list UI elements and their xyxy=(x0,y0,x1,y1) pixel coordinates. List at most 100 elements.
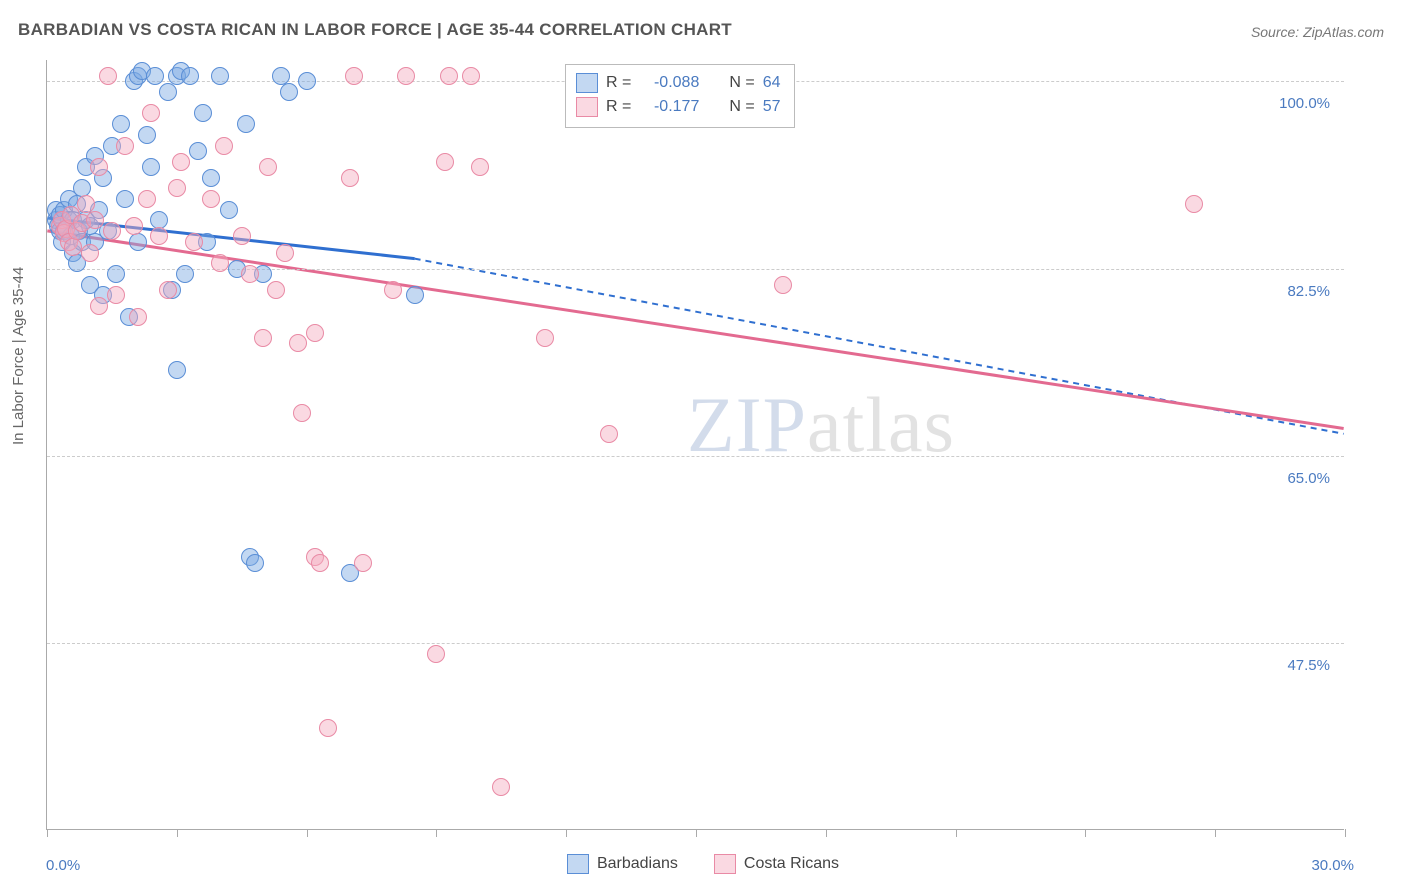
plot-area: ZIPatlas 47.5%65.0%82.5%100.0% xyxy=(46,60,1344,830)
x-tick xyxy=(1085,829,1086,837)
data-point xyxy=(298,72,316,90)
data-point xyxy=(176,265,194,283)
data-point xyxy=(168,179,186,197)
legend-series: Barbadians Costa Ricans xyxy=(0,854,1406,874)
gridline xyxy=(47,456,1344,457)
data-point xyxy=(107,286,125,304)
legend-swatch xyxy=(567,854,589,874)
data-point xyxy=(103,222,121,240)
data-point xyxy=(185,233,203,251)
data-point xyxy=(159,281,177,299)
data-point xyxy=(471,158,489,176)
data-point xyxy=(189,142,207,160)
data-point xyxy=(311,554,329,572)
data-point xyxy=(345,67,363,85)
n-value: 64 xyxy=(763,74,781,92)
legend-stat-row: R = -0.177 N = 57 xyxy=(576,95,780,119)
data-point xyxy=(241,265,259,283)
data-point xyxy=(194,104,212,122)
data-point xyxy=(64,238,82,256)
data-point xyxy=(462,67,480,85)
n-label: N = xyxy=(729,74,754,92)
data-point xyxy=(129,233,147,251)
data-point xyxy=(146,67,164,85)
data-point xyxy=(107,265,125,283)
data-point xyxy=(116,137,134,155)
x-tick xyxy=(1345,829,1346,837)
y-tick-label: 100.0% xyxy=(1279,95,1330,112)
data-point xyxy=(267,281,285,299)
x-tick xyxy=(956,829,957,837)
regression-lines-svg xyxy=(47,60,1344,829)
data-point xyxy=(536,329,554,347)
n-value: 57 xyxy=(763,98,781,116)
r-label: R = xyxy=(606,98,631,116)
legend-swatch xyxy=(576,73,598,93)
data-point xyxy=(233,227,251,245)
x-tick xyxy=(566,829,567,837)
data-point xyxy=(211,254,229,272)
gridline xyxy=(47,643,1344,644)
n-label: N = xyxy=(729,98,754,116)
data-point xyxy=(129,308,147,326)
x-tick xyxy=(177,829,178,837)
legend-series-item: Costa Ricans xyxy=(714,854,839,874)
data-point xyxy=(112,115,130,133)
data-point xyxy=(138,190,156,208)
data-point xyxy=(259,158,277,176)
y-tick-label: 82.5% xyxy=(1287,283,1330,300)
data-point xyxy=(246,554,264,572)
y-axis-title: In Labor Force | Age 35-44 xyxy=(10,267,27,445)
data-point xyxy=(142,158,160,176)
legend-series-item: Barbadians xyxy=(567,854,678,874)
r-value: -0.088 xyxy=(639,74,699,92)
data-point xyxy=(341,169,359,187)
data-point xyxy=(1185,195,1203,213)
data-point xyxy=(289,334,307,352)
data-point xyxy=(202,190,220,208)
data-point xyxy=(90,158,108,176)
chart-title: BARBADIAN VS COSTA RICAN IN LABOR FORCE … xyxy=(18,20,732,40)
data-point xyxy=(436,153,454,171)
data-point xyxy=(306,324,324,342)
legend-stat-row: R = -0.088 N = 64 xyxy=(576,71,780,95)
data-point xyxy=(159,83,177,101)
r-value: -0.177 xyxy=(639,98,699,116)
data-point xyxy=(99,67,117,85)
r-label: R = xyxy=(606,74,631,92)
x-tick xyxy=(696,829,697,837)
regression-line-extension xyxy=(415,259,1344,434)
data-point xyxy=(427,645,445,663)
data-point xyxy=(142,104,160,122)
data-point xyxy=(397,67,415,85)
data-point xyxy=(600,425,618,443)
data-point xyxy=(202,169,220,187)
x-tick xyxy=(307,829,308,837)
data-point xyxy=(319,719,337,737)
y-tick-label: 65.0% xyxy=(1287,470,1330,487)
data-point xyxy=(90,297,108,315)
data-point xyxy=(172,153,190,171)
data-point xyxy=(81,244,99,262)
data-point xyxy=(211,67,229,85)
legend-swatch xyxy=(576,97,598,117)
data-point xyxy=(138,126,156,144)
data-point xyxy=(280,83,298,101)
data-point xyxy=(254,329,272,347)
data-point xyxy=(384,281,402,299)
data-point xyxy=(125,217,143,235)
x-tick xyxy=(826,829,827,837)
data-point xyxy=(168,361,186,379)
legend-series-label: Barbadians xyxy=(597,855,678,873)
data-point xyxy=(150,227,168,245)
y-tick-label: 47.5% xyxy=(1287,657,1330,674)
data-point xyxy=(116,190,134,208)
x-tick xyxy=(1215,829,1216,837)
x-tick xyxy=(47,829,48,837)
data-point xyxy=(237,115,255,133)
data-point xyxy=(276,244,294,262)
data-point xyxy=(774,276,792,294)
x-tick xyxy=(436,829,437,837)
data-point xyxy=(181,67,199,85)
data-point xyxy=(86,211,104,229)
